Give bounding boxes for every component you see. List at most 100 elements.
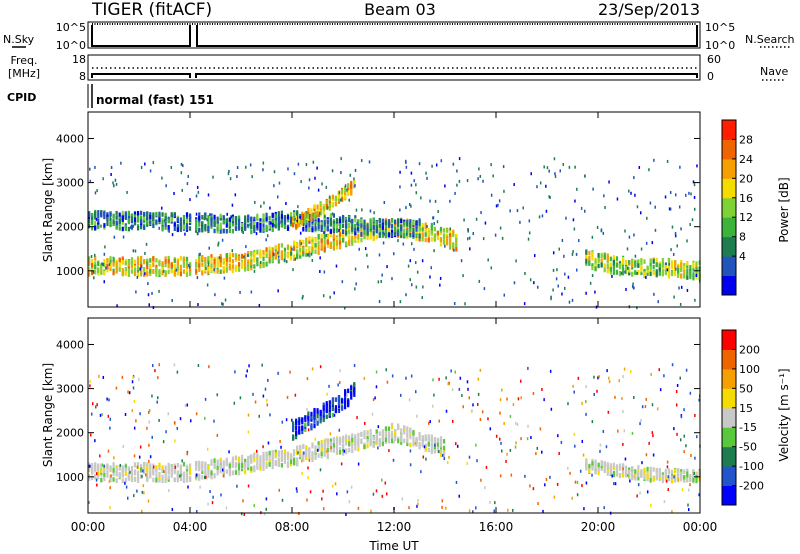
- data-cell: [112, 468, 115, 473]
- data-cell: [93, 253, 96, 257]
- data-cell: [617, 429, 619, 433]
- data-cell: [182, 269, 186, 274]
- data-cell: [585, 385, 587, 389]
- data-cell: [308, 239, 311, 244]
- data-cell: [556, 482, 559, 486]
- data-cell: [133, 211, 137, 216]
- data-cell: [543, 398, 545, 402]
- data-cell: [424, 222, 427, 227]
- data-cell: [263, 512, 266, 516]
- data-cell: [341, 435, 345, 441]
- data-cell: [350, 385, 353, 391]
- data-cell: [409, 431, 412, 436]
- data-cell: [323, 448, 326, 453]
- data-cell: [524, 271, 526, 275]
- data-cell: [390, 224, 394, 229]
- data-cell: [467, 387, 469, 391]
- data-cell: [409, 463, 412, 467]
- data-cell: [158, 363, 160, 367]
- data-cell: [130, 264, 134, 269]
- data-cell: [103, 280, 106, 284]
- data-cell: [606, 268, 609, 274]
- data-cell: [94, 225, 97, 230]
- data-cell: [109, 217, 112, 223]
- data-cell: [692, 474, 695, 479]
- data-cell: [201, 271, 204, 276]
- data-cell: [693, 195, 696, 199]
- velocity-colorbar-tick-label: -200: [739, 480, 764, 493]
- data-cell: [149, 465, 152, 471]
- data-cell: [106, 216, 109, 222]
- data-cell: [416, 504, 418, 508]
- data-cell: [185, 269, 189, 275]
- data-cell: [304, 218, 307, 223]
- data-cell: [97, 271, 100, 276]
- data-cell: [405, 206, 407, 210]
- data-cell: [439, 438, 443, 443]
- data-cell: [621, 270, 625, 276]
- data-cell: [219, 254, 222, 259]
- data-cell: [472, 232, 475, 236]
- data-cell: [313, 423, 316, 429]
- data-cell: [265, 497, 268, 501]
- data-cell: [568, 165, 571, 169]
- data-cell: [384, 429, 388, 434]
- data-cell: [407, 264, 410, 268]
- data-cell: [311, 245, 314, 250]
- data-cell: [127, 262, 130, 267]
- data-cell: [453, 301, 456, 305]
- data-cell: [103, 252, 106, 256]
- data-cell: [207, 214, 210, 220]
- data-cell: [146, 261, 149, 266]
- data-cell: [274, 245, 277, 250]
- data-cell: [350, 191, 353, 196]
- data-cell: [307, 208, 310, 213]
- data-cell: [93, 276, 95, 280]
- data-cell: [292, 216, 295, 222]
- cpid-panel: CPID normal (fast) 151: [7, 84, 214, 108]
- data-cell: [597, 252, 600, 258]
- data-cell: [331, 412, 334, 418]
- data-cell: [338, 447, 342, 452]
- data-cell: [456, 169, 458, 173]
- data-cell: [621, 473, 625, 478]
- data-cell: [148, 443, 150, 447]
- data-cell: [591, 274, 594, 278]
- data-cell: [574, 165, 576, 169]
- data-cell: [631, 431, 634, 435]
- data-cell: [415, 191, 418, 195]
- data-cell: [143, 491, 145, 495]
- data-cell: [88, 465, 91, 471]
- data-cell: [686, 477, 689, 483]
- data-cell: [427, 437, 430, 442]
- nave-label: Nave: [760, 65, 788, 78]
- data-cell: [313, 418, 316, 424]
- data-cell: [133, 271, 137, 277]
- data-cell: [325, 407, 328, 413]
- data-cell: [141, 474, 143, 478]
- data-cell: [581, 439, 584, 443]
- data-cell: [671, 510, 673, 514]
- data-cell: [216, 218, 219, 223]
- data-cell: [265, 464, 268, 469]
- y-tick-label: 4000: [56, 132, 84, 145]
- data-cell: [165, 184, 167, 188]
- data-cell: [646, 472, 649, 477]
- data-cell: [664, 270, 668, 276]
- data-cell: [673, 295, 675, 299]
- data-cell: [329, 438, 332, 443]
- data-cell: [234, 470, 238, 475]
- data-cell: [351, 229, 354, 235]
- data-cell: [337, 403, 341, 409]
- y-tick-label: 1000: [56, 471, 84, 484]
- data-cell: [216, 229, 219, 234]
- data-cell: [347, 401, 350, 407]
- data-cell: [313, 213, 316, 218]
- data-cell: [412, 442, 415, 447]
- data-cell: [283, 258, 286, 262]
- data-cell: [292, 436, 295, 441]
- data-cell: [307, 476, 309, 480]
- data-cell: [354, 217, 357, 223]
- data-cell: [441, 499, 444, 503]
- data-cell: [573, 432, 576, 436]
